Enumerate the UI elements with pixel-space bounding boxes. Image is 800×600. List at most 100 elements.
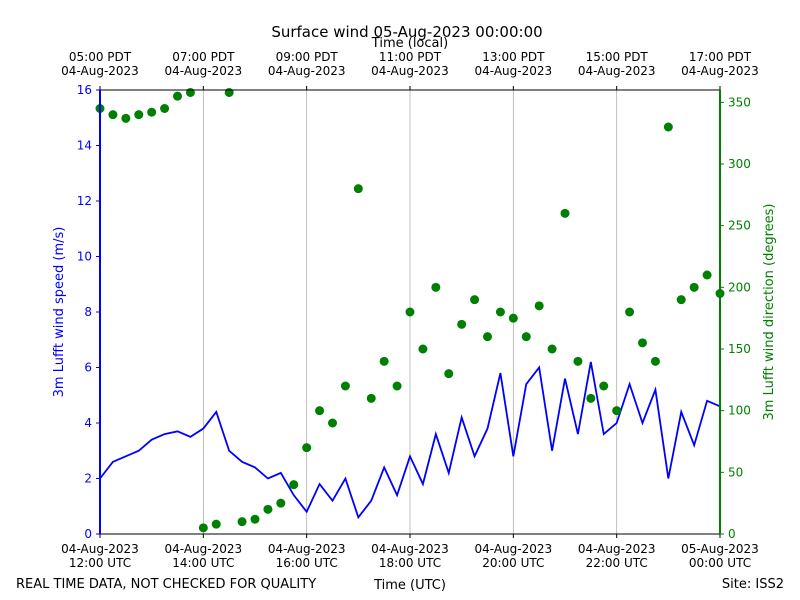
- direction-point: [625, 307, 635, 317]
- x2-tick-label-line: 17:00 PDT: [689, 50, 752, 64]
- direction-point: [121, 113, 131, 123]
- y2-tick-label: 50: [728, 465, 743, 479]
- x2-tick-label-line: 11:00 PDT: [379, 50, 442, 64]
- x-tick-label-line: 04-Aug-2023: [165, 542, 243, 556]
- direction-point: [315, 406, 325, 416]
- x-tick-label-line: 22:00 UTC: [586, 556, 648, 570]
- direction-point: [586, 393, 596, 403]
- direction-point: [237, 517, 247, 527]
- y2-tick-label: 250: [728, 219, 751, 233]
- direction-point: [405, 307, 415, 317]
- direction-point: [612, 406, 622, 416]
- direction-point: [250, 514, 260, 524]
- direction-point: [173, 91, 182, 101]
- direction-point: [650, 356, 660, 366]
- y2-tick-label: 350: [728, 95, 751, 109]
- x2-tick-label: 11:00 PDT 04-Aug-2023: [371, 50, 449, 78]
- y-tick-label: 4: [84, 416, 92, 430]
- x-tick-label: 04-Aug-2023 14:00 UTC: [165, 542, 243, 570]
- direction-point: [444, 369, 454, 379]
- y-tick-label: 16: [77, 83, 92, 97]
- x-tick-label-line: 14:00 UTC: [172, 556, 234, 570]
- direction-point: [470, 295, 480, 305]
- chart-title: Surface wind 05-Aug-2023 00:00:00: [271, 23, 542, 41]
- direction-point: [573, 356, 583, 366]
- x2-tick-label: 15:00 PDT 04-Aug-2023: [578, 50, 656, 78]
- direction-point: [211, 519, 221, 529]
- direction-point: [599, 381, 609, 391]
- direction-point: [263, 504, 273, 514]
- y-tick-label: 8: [84, 305, 92, 319]
- x2-tick-label-line: 15:00 PDT: [586, 50, 649, 64]
- y-tick-label: 10: [77, 250, 92, 264]
- x-tick-label-line: 12:00 UTC: [69, 556, 131, 570]
- direction-point: [198, 523, 208, 533]
- x2-tick-label: 07:00 PDT 04-Aug-2023: [165, 50, 243, 78]
- direction-point: [340, 381, 350, 391]
- x-axis-label: Time (UTC): [373, 578, 446, 593]
- x-tick-label-line: 04-Aug-2023: [475, 542, 553, 556]
- y-axis-label: 3m Lufft wind speed (m/s): [52, 227, 67, 398]
- x-tick-label-line: 04-Aug-2023: [371, 542, 449, 556]
- x-tick-label-line: 04-Aug-2023: [61, 542, 139, 556]
- direction-point: [276, 498, 286, 508]
- direction-point: [457, 319, 467, 329]
- x-tick-label: 04-Aug-2023 20:00 UTC: [475, 542, 553, 570]
- x-tick-label-line: 16:00 UTC: [276, 556, 338, 570]
- x2-tick-label-line: 09:00 PDT: [276, 50, 339, 64]
- x2-tick-label-line: 07:00 PDT: [172, 50, 235, 64]
- direction-point: [547, 344, 557, 354]
- x2-tick-label-line: 04-Aug-2023: [578, 64, 656, 78]
- y2-tick-label: 300: [728, 157, 751, 171]
- direction-point: [534, 301, 544, 311]
- x-tick-label-line: 18:00 UTC: [379, 556, 441, 570]
- x-tick-label-line: 20:00 UTC: [482, 556, 544, 570]
- direction-point: [702, 270, 712, 280]
- y-tick-label: 6: [84, 361, 92, 375]
- x2-tick-label: 05:00 PDT 04-Aug-2023: [61, 50, 139, 78]
- direction-point: [560, 208, 570, 218]
- x2-tick-label-line: 13:00 PDT: [482, 50, 545, 64]
- direction-point: [160, 104, 170, 113]
- direction-point: [224, 87, 234, 97]
- direction-point: [663, 122, 673, 132]
- direction-point: [366, 393, 376, 403]
- x2-tick-label-line: 04-Aug-2023: [681, 64, 759, 78]
- direction-point: [392, 381, 402, 391]
- footer-note: REAL TIME DATA, NOT CHECKED FOR QUALITY: [16, 577, 316, 592]
- x-tick-label-line: 05-Aug-2023: [681, 542, 759, 556]
- direction-point: [147, 107, 157, 117]
- direction-point: [108, 110, 118, 120]
- y2-tick-label: 100: [728, 404, 751, 418]
- x2-tick-label: 13:00 PDT 04-Aug-2023: [475, 50, 553, 78]
- y-tick-label: 14: [77, 139, 92, 153]
- y-tick-label: 0: [84, 527, 92, 541]
- direction-point: [418, 344, 428, 354]
- x-tick-label: 04-Aug-2023 16:00 UTC: [268, 542, 346, 570]
- x2-tick-label-line: 04-Aug-2023: [61, 64, 139, 78]
- direction-point: [379, 356, 389, 366]
- direction-point: [134, 110, 144, 120]
- direction-point: [638, 338, 647, 348]
- direction-point: [289, 480, 299, 490]
- x2-tick-label-line: 05:00 PDT: [69, 50, 132, 64]
- y-tick-label: 2: [84, 472, 92, 486]
- direction-point: [431, 282, 441, 292]
- direction-point: [185, 87, 195, 97]
- x-tick-label-line: 00:00 UTC: [689, 556, 751, 570]
- y-tick-label: 12: [77, 194, 92, 208]
- x2-tick-label-line: 04-Aug-2023: [165, 64, 243, 78]
- x2-tick-label: 17:00 PDT 04-Aug-2023: [681, 50, 759, 78]
- y2-tick-label: 200: [728, 280, 751, 294]
- x-tick-label: 04-Aug-2023 22:00 UTC: [578, 542, 656, 570]
- x-tick-label-line: 04-Aug-2023: [578, 542, 656, 556]
- y2-tick-label: 150: [728, 342, 751, 356]
- x-tick-label: 04-Aug-2023 12:00 UTC: [61, 542, 139, 570]
- direction-point: [353, 184, 363, 194]
- x2-tick-label-line: 04-Aug-2023: [268, 64, 346, 78]
- direction-point: [508, 313, 518, 323]
- x2-tick-label-line: 04-Aug-2023: [371, 64, 449, 78]
- x-tick-label: 04-Aug-2023 18:00 UTC: [371, 542, 449, 570]
- y2-tick-label: 0: [728, 527, 736, 541]
